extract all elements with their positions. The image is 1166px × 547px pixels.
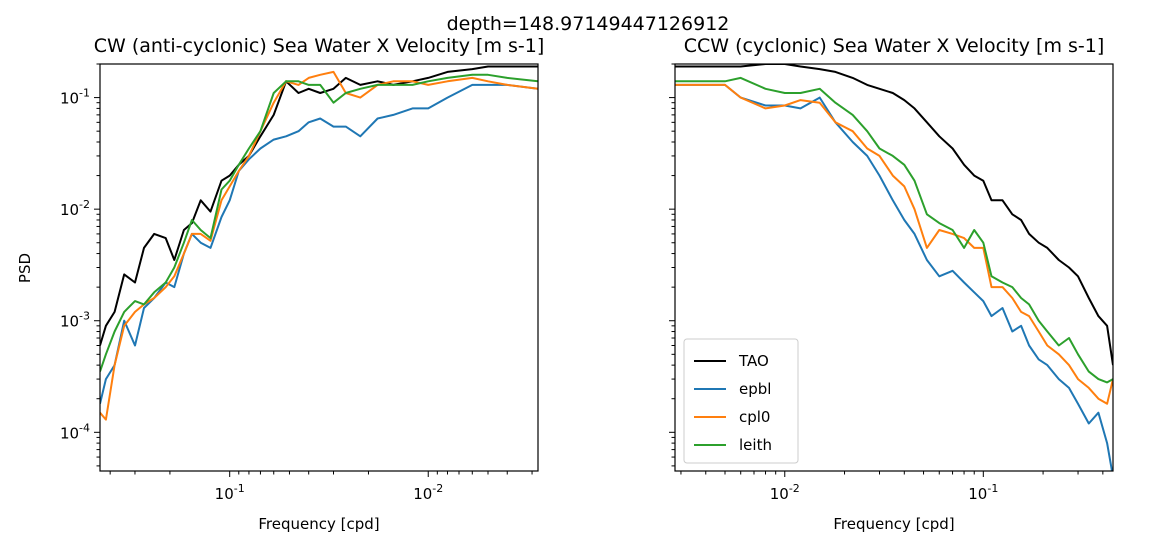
right-legend-label-cpl0: cpl0 — [739, 408, 770, 426]
right-x-tick-label: 10-2 — [770, 482, 800, 503]
right-legend-box — [683, 338, 799, 464]
left-y-tick-label: 10-1 — [60, 87, 90, 108]
left-series-lines — [100, 65, 538, 421]
right-x-axis-label: Frequency [cpd] — [833, 515, 954, 533]
right-legend-label-leith: leith — [739, 436, 772, 454]
right-series-TAO — [675, 64, 1113, 366]
right-x-tick-label: 10-1 — [968, 482, 998, 503]
left-series-epbl — [100, 83, 538, 405]
right-legend-label-TAO: TAO — [738, 352, 769, 370]
right-series-leith — [675, 76, 1113, 384]
left-y-tick-label: 10-2 — [60, 198, 90, 219]
left-y-tick-label: 10-3 — [60, 310, 90, 331]
right-series-epbl — [675, 83, 1113, 471]
left-panel: CW (anti-cyclonic) Sea Water X Velocity … — [16, 35, 544, 533]
left-axes-frame — [99, 63, 539, 472]
left-series-cpl0 — [100, 70, 538, 421]
right-panel: CCW (cyclonic) Sea Water X Velocity [m s… — [669, 35, 1114, 533]
right-series-cpl0 — [675, 83, 1113, 405]
right-series-lines — [675, 64, 1113, 471]
right-plot-area: 10-2 10-1 TAO epbl cpl0 leith — [669, 63, 1114, 503]
left-plot-area: 10-1 10-2 10-1 10-2 10-3 10-4 — [60, 63, 539, 503]
left-y-axis-label: PSD — [16, 253, 34, 283]
right-legend-label-epbl: epbl — [739, 380, 771, 398]
left-x-tick-label: 10-1 — [215, 482, 245, 503]
left-panel-title: CW (anti-cyclonic) Sea Water X Velocity … — [94, 35, 545, 57]
left-y-tick-label: 10-4 — [60, 421, 90, 442]
figure-suptitle: depth=148.97149447126912 — [447, 13, 730, 35]
left-series-leith — [100, 73, 538, 372]
left-x-axis-label: Frequency [cpd] — [258, 515, 379, 533]
right-panel-title: CCW (cyclonic) Sea Water X Velocity [m s… — [684, 35, 1105, 57]
left-series-TAO — [100, 65, 538, 346]
right-legend: TAO epbl cpl0 leith — [683, 338, 799, 464]
left-x-tick-label: 10-2 — [413, 482, 443, 503]
